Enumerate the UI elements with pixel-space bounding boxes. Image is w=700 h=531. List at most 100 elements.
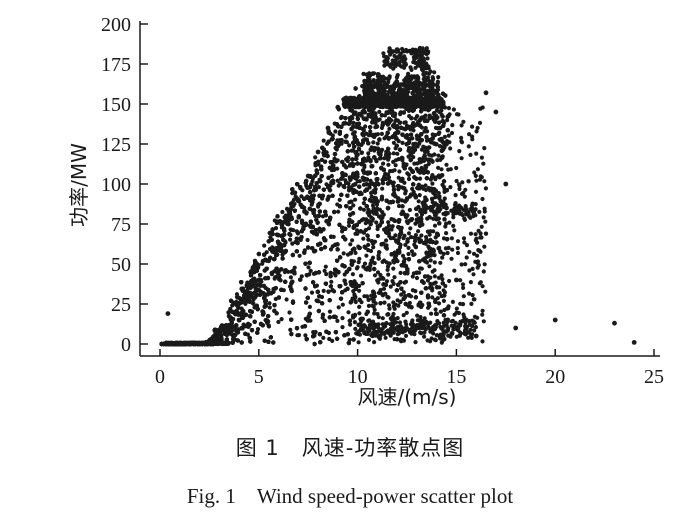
- scatter-point: [321, 138, 326, 143]
- scatter-point: [391, 140, 396, 145]
- scatter-point: [295, 333, 300, 338]
- scatter-point: [371, 140, 376, 145]
- scatter-point: [386, 223, 391, 228]
- scatter-point: [260, 261, 265, 266]
- scatter-point: [287, 310, 292, 315]
- scatter-point: [332, 271, 337, 276]
- scatter-point: [321, 288, 326, 293]
- scatter-point: [329, 173, 334, 179]
- scatter-point: [412, 161, 417, 166]
- scatter-point: [346, 223, 352, 228]
- scatter-point: [306, 265, 311, 270]
- scatter-point: [400, 140, 405, 145]
- scatter-point: [267, 305, 272, 310]
- scatter-point: [280, 209, 285, 215]
- scatter-point: [313, 329, 318, 335]
- scatter-point: [343, 281, 348, 286]
- scatter-point: [307, 304, 312, 309]
- scatter-point: [395, 151, 400, 156]
- scatter-point: [305, 237, 310, 243]
- scatter-point: [335, 318, 340, 323]
- scatter-point: [340, 229, 345, 234]
- scatter-point: [299, 274, 304, 279]
- scatter-point: [335, 166, 340, 171]
- scatter-point: [386, 220, 391, 225]
- scatter-point: [359, 113, 364, 118]
- scatter-point: [423, 125, 428, 131]
- scatter-point: [361, 201, 366, 206]
- scatter-point: [368, 178, 373, 183]
- scatter-point: [340, 302, 345, 307]
- scatter-point: [425, 278, 430, 283]
- scatter-point: [327, 309, 333, 314]
- scatter-point: [445, 118, 450, 123]
- scatter-point: [288, 327, 293, 332]
- scatter-point: [310, 179, 315, 184]
- scatter-point: [444, 162, 449, 167]
- scatter-point: [356, 260, 361, 265]
- scatter-point: [327, 336, 332, 342]
- scatter-point: [284, 297, 289, 302]
- scatter-point: [436, 153, 441, 158]
- scatter-point: [391, 151, 396, 156]
- scatter-point: [308, 268, 313, 273]
- scatter-point: [323, 264, 328, 269]
- scatter-point: [404, 310, 409, 315]
- scatter-point: [385, 267, 390, 272]
- scatter-point: [337, 197, 342, 202]
- scatter-point: [322, 268, 327, 273]
- scatter-point: [379, 131, 384, 136]
- scatter-point: [303, 333, 308, 338]
- scatter-point: [324, 272, 329, 277]
- scatter-point: [262, 243, 267, 248]
- scatter-point: [391, 184, 396, 189]
- scatter-point: [340, 316, 345, 321]
- scatter-point: [313, 155, 318, 160]
- scatter-point: [299, 194, 304, 199]
- scatter-point: [321, 335, 326, 340]
- scatter-point: [288, 237, 293, 242]
- scatter-point: [401, 290, 406, 295]
- scatter-point: [309, 290, 315, 295]
- scatter-point: [316, 185, 321, 190]
- scatter-point: [384, 279, 390, 284]
- scatter-point: [297, 253, 302, 258]
- scatter-point: [273, 226, 279, 231]
- points-layer: [159, 45, 637, 347]
- scatter-point: [361, 207, 366, 212]
- scatter-point: [333, 129, 338, 134]
- scatter-point: [340, 325, 345, 330]
- scatter-point: [396, 175, 401, 180]
- scatter-point: [417, 193, 422, 198]
- scatter-point: [279, 317, 284, 322]
- scatter-point: [375, 141, 380, 146]
- scatter-point: [442, 134, 447, 139]
- scatter-point: [226, 310, 231, 315]
- scatter-point: [366, 237, 371, 242]
- scatter-point: [329, 279, 334, 284]
- scatter-point: [330, 338, 335, 343]
- scatter-point: [319, 157, 324, 162]
- scatter-point: [439, 273, 444, 278]
- scatter-point: [255, 327, 261, 332]
- scatter-point: [436, 191, 441, 196]
- scatter-point: [336, 305, 341, 310]
- scatter-point: [341, 251, 346, 256]
- scatter-point: [352, 320, 357, 325]
- scatter-point: [267, 301, 272, 306]
- scatter-point: [239, 306, 244, 311]
- scatter-point: [288, 275, 293, 280]
- scatter-point: [336, 209, 341, 214]
- scatter-point: [290, 241, 295, 246]
- scatter-point: [416, 199, 421, 204]
- scatter-point: [437, 144, 443, 149]
- scatter-point: [356, 340, 361, 345]
- scatter-point: [353, 250, 358, 255]
- scatter-point: [414, 275, 420, 281]
- scatter-point: [270, 245, 275, 250]
- scatter-point: [335, 178, 340, 183]
- scatter-point: [276, 319, 281, 325]
- scatter-point: [366, 151, 371, 156]
